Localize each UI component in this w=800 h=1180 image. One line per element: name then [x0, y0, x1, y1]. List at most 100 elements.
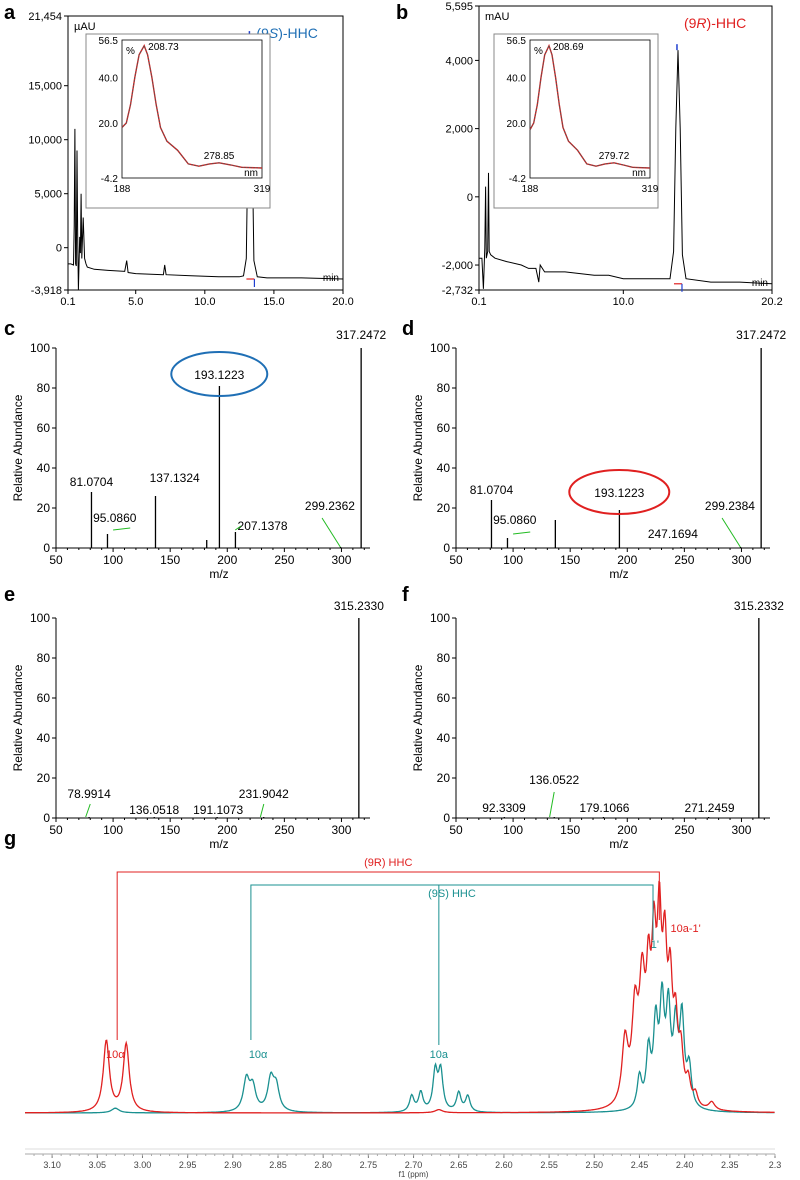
unit-label-b: mAU: [485, 11, 510, 23]
inset-frame-b: [493, 33, 659, 209]
x-tick-label-g-4: 2.90: [224, 1160, 242, 1170]
y-axis-label-d: Relative Abundance: [411, 394, 425, 501]
panel-label-g: g: [4, 828, 17, 850]
peak-label-b: (9R)-HHC: [684, 15, 746, 31]
inset-y-tick-label-a-1: 40.0: [99, 74, 119, 85]
plot-frame-b: [478, 5, 773, 291]
x-axis-label-d: m/z: [609, 567, 628, 581]
inset-y-tick-label-a-3: -4.2: [101, 174, 119, 185]
x-tick-label-g-2: 3.00: [134, 1160, 152, 1170]
circle-label-c: 193.1223: [194, 368, 244, 382]
peak-leader-f-1: [549, 791, 555, 818]
circle-label-d: 193.1223: [594, 486, 644, 500]
inset-x-tick-label-a-0: 188: [114, 184, 131, 195]
x-tick-label-e-0: 50: [49, 823, 63, 837]
y-tick-label-b-0: 5,595: [445, 1, 473, 13]
peak-label-e-4: 315.2330: [334, 599, 384, 613]
peak-label-d-1: 95.0860: [493, 513, 537, 527]
y-tick-label-b-5: -2,732: [442, 285, 473, 297]
y-tick-label-b-2: 2,000: [445, 124, 473, 136]
y-axis-label-e: Relative Abundance: [11, 664, 25, 771]
x-tick-label-f-4: 250: [674, 823, 694, 837]
y-tick-label-a-1: 15,000: [28, 81, 62, 93]
y-tick-label-f-4: 80: [437, 651, 451, 665]
peak-label-f-2: 179.1066: [579, 801, 629, 815]
peak-label-c-1: 95.0860: [93, 511, 137, 525]
x-tick-label-g-10: 2.60: [495, 1160, 513, 1170]
y-tick-label-e-0: 0: [43, 811, 50, 825]
x-axis-label-e: m/z: [209, 837, 228, 851]
x-tick-label-g-13: 2.45: [631, 1160, 649, 1170]
inset-plot-frame-b: [529, 39, 651, 179]
peak-leader-c-4: [321, 517, 341, 548]
nmr-spectrum-teal: [25, 981, 775, 1114]
y-tick-label-d-3: 60: [437, 421, 451, 435]
y-axis-label-f: Relative Abundance: [411, 664, 425, 771]
inset-peak-label-b-1: 279.72: [599, 151, 630, 162]
x-tick-label-g-3: 2.95: [179, 1160, 197, 1170]
y-tick-label-e-2: 40: [37, 731, 51, 745]
x-axis-label-g: f1 (ppm): [399, 1170, 429, 1179]
peak-label-f-4: 315.2332: [734, 599, 784, 613]
inset-x-axis-label-a: nm: [244, 168, 258, 179]
peak-label-c-3: 207.1378: [238, 519, 288, 533]
y-tick-label-b-3: 0: [467, 192, 473, 204]
x-tick-label-c-0: 50: [49, 553, 63, 567]
x-tick-label-g-5: 2.85: [269, 1160, 287, 1170]
x-tick-label-d-4: 250: [674, 553, 694, 567]
nmr-label-9s-2: 1': [651, 939, 659, 951]
panel-label-f: f: [402, 584, 409, 606]
y-tick-label-d-4: 80: [437, 381, 451, 395]
peak-label-c-4: 299.2362: [305, 499, 355, 513]
y-tick-label-d-0: 0: [443, 541, 450, 555]
y-tick-label-c-4: 80: [37, 381, 51, 395]
x-tick-label-b-1: 10.0: [613, 296, 634, 308]
x-tick-label-g-12: 2.50: [586, 1160, 604, 1170]
y-tick-label-d-1: 20: [437, 501, 451, 515]
x-tick-label-d-5: 300: [731, 553, 751, 567]
x-tick-label-g-6: 2.80: [314, 1160, 332, 1170]
bracket-label-9s: (9S) HHC: [428, 888, 476, 900]
y-tick-label-f-2: 40: [437, 731, 451, 745]
y-tick-label-a-0: 21,454: [28, 11, 62, 23]
x-tick-label-f-3: 200: [617, 823, 637, 837]
inset-y-axis-label-a: %: [126, 46, 135, 57]
peak-label-c-0: 81.0704: [70, 475, 114, 489]
inset-x-tick-label-b-1: 319: [642, 184, 659, 195]
x-tick-label-c-4: 250: [274, 553, 294, 567]
x-tick-label-g-8: 2.70: [405, 1160, 423, 1170]
peak-label-d-0: 81.0704: [470, 483, 514, 497]
panel-label-b: b: [396, 2, 409, 24]
inset-x-axis-label-b: nm: [632, 168, 646, 179]
x-tick-label-e-4: 250: [274, 823, 294, 837]
x-tick-label-b-0: 0.1: [471, 296, 486, 308]
inset-y-tick-label-a-2: 20.0: [99, 119, 119, 130]
inset-peak-label-a-0: 208.73: [148, 42, 179, 53]
y-tick-label-c-3: 60: [37, 421, 51, 435]
peak-label-c-2: 137.1324: [150, 471, 200, 485]
y-tick-label-c-5: 100: [30, 341, 50, 355]
inset-x-tick-label-b-0: 188: [522, 184, 539, 195]
peak-label-f-0: 92.3309: [482, 801, 526, 815]
y-tick-label-f-3: 60: [437, 691, 451, 705]
nmr-label-9s-1: 10a: [430, 1049, 449, 1061]
x-tick-label-a-2: 10.0: [194, 296, 215, 308]
y-axis-label-c: Relative Abundance: [11, 394, 25, 501]
x-tick-label-g-1: 3.05: [89, 1160, 107, 1170]
x-tick-label-a-3: 15.0: [263, 296, 284, 308]
bracket-label-9r: (9R) HHC: [364, 857, 412, 869]
y-tick-label-f-1: 20: [437, 771, 451, 785]
unit-label-a: µAU: [74, 21, 96, 33]
inset-spectrum-trace-grey-b: [529, 44, 651, 169]
y-tick-label-e-1: 20: [37, 771, 51, 785]
nmr-label-9s-0: 10α: [249, 1049, 268, 1061]
peak-leader-c-3: [234, 525, 242, 531]
inset-plot-frame-a: [121, 39, 263, 179]
peak-label-suffix-b: )-HHC: [707, 15, 747, 31]
y-tick-label-a-3: 5,000: [34, 189, 62, 201]
inset-y-axis-label-b: %: [534, 46, 543, 57]
peak-label-f-3: 271.2459: [684, 801, 734, 815]
x-tick-label-d-2: 150: [560, 553, 580, 567]
inset-peak-label-b-0: 208.69: [553, 42, 584, 53]
x-tick-label-a-1: 5.0: [128, 296, 143, 308]
